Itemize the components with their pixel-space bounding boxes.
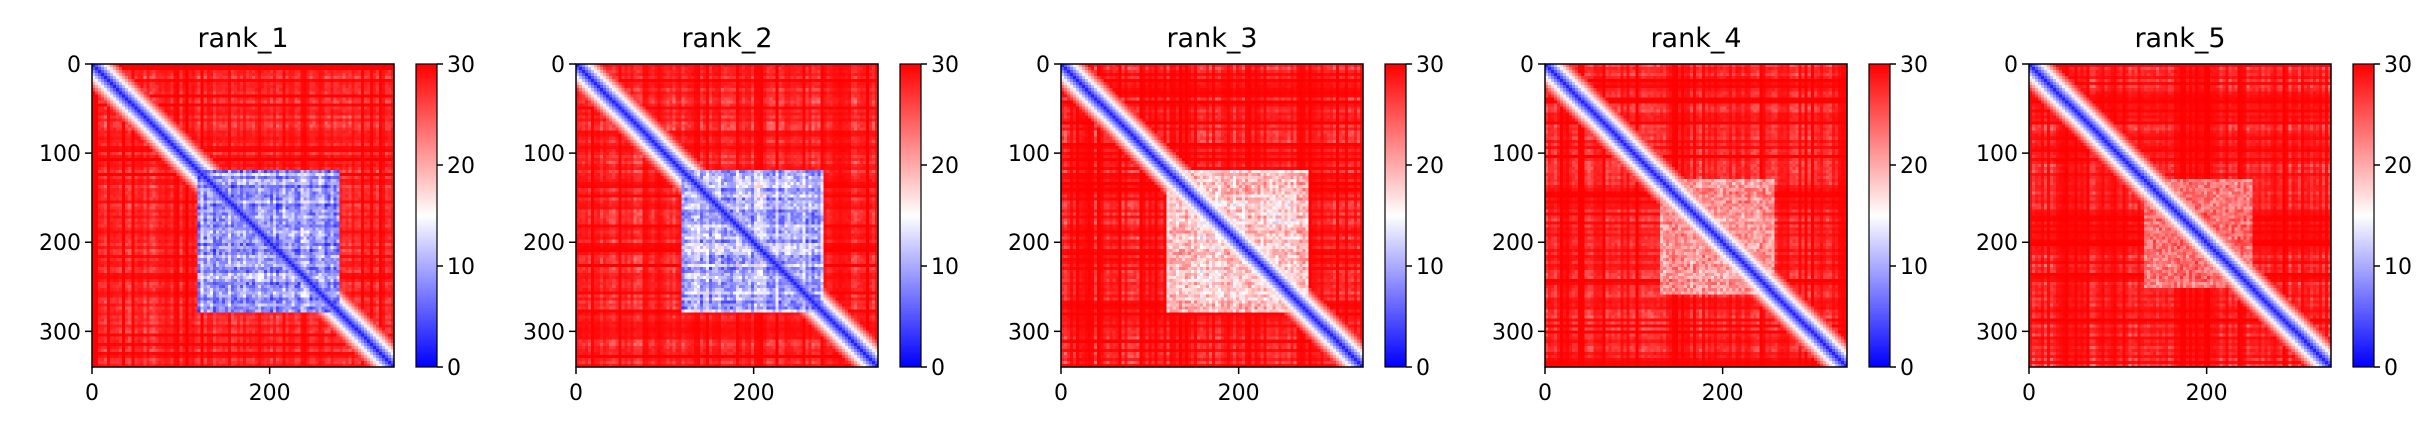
panel-title: rank_4 [1650, 23, 1741, 54]
y-tick-label: 0 [1520, 53, 1534, 78]
panel-title: rank_5 [2134, 23, 2225, 54]
y-tick-label: 0 [2004, 53, 2018, 78]
x-tick-label: 200 [1702, 381, 1744, 406]
colorbar-frame [1384, 63, 1407, 368]
heatmap-panel-4: rank_4 0 100 200 300 0 200 0 10 20 30 [1492, 23, 1928, 406]
colorbar [2353, 64, 2374, 367]
colorbar-tick-label: 0 [1416, 356, 1430, 381]
colorbar-tick-label: 30 [2384, 53, 2412, 78]
colorbar-tick-label: 30 [931, 53, 959, 78]
panel-title: rank_3 [1166, 23, 1257, 54]
colorbar-tick-label: 20 [1900, 154, 1928, 179]
colorbar-tick-label: 20 [1416, 154, 1444, 179]
colorbar-tick-label: 30 [1416, 53, 1444, 78]
colorbar-tick-label: 10 [2384, 255, 2412, 280]
colorbar-tick-label: 10 [1900, 255, 1928, 280]
y-tick-label: 200 [1976, 231, 2018, 256]
colorbar [1869, 64, 1890, 367]
y-tick-label: 100 [523, 142, 565, 167]
y-tick-label: 100 [39, 142, 81, 167]
heatmap-panel-5: rank_5 0 100 200 300 0 200 0 10 20 30 [1976, 23, 2412, 406]
heatmap-cells [92, 64, 394, 367]
x-tick-label: 0 [85, 381, 99, 406]
colorbar-tick-label: 20 [931, 154, 959, 179]
y-tick-label: 0 [1036, 53, 1050, 78]
y-tick-label: 0 [551, 53, 565, 78]
colorbar-tick-label: 0 [1900, 356, 1914, 381]
heatmap-cells [1061, 64, 1363, 367]
colorbar-tick-label: 20 [2384, 154, 2412, 179]
x-tick-label: 0 [1054, 381, 1068, 406]
y-tick-label: 100 [1492, 142, 1534, 167]
x-tick-label: 0 [2022, 381, 2036, 406]
x-tick-label: 0 [1538, 381, 1552, 406]
heatmap-cells [2029, 64, 2331, 367]
colorbar-frame [415, 63, 438, 368]
colorbar-tick-label: 0 [931, 356, 945, 381]
x-tick-label: 200 [1218, 381, 1260, 406]
panel-title: rank_1 [197, 23, 288, 54]
colorbar-tick-label: 0 [447, 356, 461, 381]
colorbar-frame [2352, 63, 2375, 368]
colorbar-tick-label: 30 [447, 53, 475, 78]
y-tick-label: 200 [523, 231, 565, 256]
axes-frame [91, 63, 395, 368]
colorbar-tick-label: 20 [447, 154, 475, 179]
y-tick-label: 200 [39, 231, 81, 256]
heatmap-cells [1545, 64, 1847, 367]
heatmap-panel-3: rank_3 0 100 200 300 0 200 0 10 20 30 [1008, 23, 1444, 406]
axes-frame [1544, 63, 1848, 368]
colorbar-tick-label: 30 [1900, 53, 1928, 78]
heatmap-panel-2: rank_2 0 100 200 300 0 200 0 10 20 30 [523, 23, 959, 406]
panel-title: rank_2 [681, 23, 772, 54]
axes-frame [575, 63, 879, 368]
y-tick-label: 200 [1492, 231, 1534, 256]
y-tick-label: 300 [1976, 320, 2018, 345]
y-tick-label: 0 [67, 53, 81, 78]
colorbar-tick-label: 10 [931, 255, 959, 280]
x-tick-label: 200 [733, 381, 775, 406]
y-tick-label: 100 [1976, 142, 2018, 167]
axes-frame [1060, 63, 1364, 368]
colorbar-frame [899, 63, 922, 368]
y-tick-label: 100 [1008, 142, 1050, 167]
y-tick-label: 300 [523, 320, 565, 345]
x-tick-label: 200 [249, 381, 291, 406]
colorbar-frame [1868, 63, 1891, 368]
x-tick-label: 0 [569, 381, 583, 406]
heatmap-panel-1: rank_1 0 100 200 300 0 200 0 10 20 30 [39, 23, 475, 406]
colorbar [416, 64, 437, 367]
y-tick-label: 300 [39, 320, 81, 345]
colorbar-tick-label: 0 [2384, 356, 2398, 381]
colorbar-tick-label: 10 [447, 255, 475, 280]
axes-frame [2028, 63, 2332, 368]
colorbar [900, 64, 921, 367]
colorbar [1385, 64, 1406, 367]
y-tick-label: 300 [1492, 320, 1534, 345]
colorbar-tick-label: 10 [1416, 255, 1444, 280]
heatmap-cells [576, 64, 878, 367]
y-tick-label: 200 [1008, 231, 1050, 256]
y-tick-label: 300 [1008, 320, 1050, 345]
x-tick-label: 200 [2186, 381, 2228, 406]
